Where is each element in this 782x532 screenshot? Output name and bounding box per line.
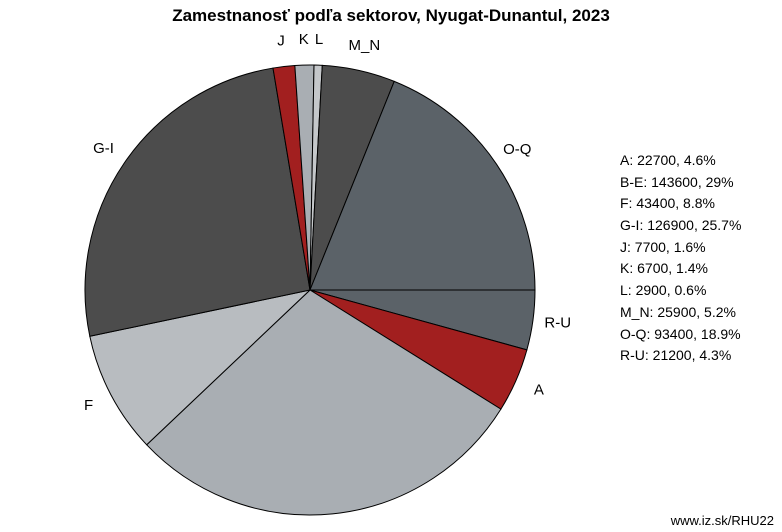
slice-label-G-I: G-I: [93, 140, 114, 157]
legend-row-M_N: M_N: 25900, 5.2%: [620, 302, 741, 324]
legend-row-J: J: 7700, 1.6%: [620, 237, 741, 259]
slice-label-F: F: [84, 397, 93, 414]
slice-label-M_N: M_N: [349, 37, 381, 54]
legend: A: 22700, 4.6%B-E: 143600, 29%F: 43400, …: [620, 150, 741, 367]
legend-row-B-E: B-E: 143600, 29%: [620, 172, 741, 194]
pie-chart: R-UAB-EFG-IJKLM_NO-Q: [0, 20, 620, 532]
source-footer: www.iz.sk/RHU22: [671, 513, 774, 528]
slice-label-A: A: [534, 381, 544, 398]
legend-row-L: L: 2900, 0.6%: [620, 280, 741, 302]
legend-row-F: F: 43400, 8.8%: [620, 193, 741, 215]
legend-row-R-U: R-U: 21200, 4.3%: [620, 345, 741, 367]
slice-label-J: J: [277, 33, 285, 50]
slice-label-O-Q: O-Q: [503, 141, 531, 158]
legend-row-K: K: 6700, 1.4%: [620, 258, 741, 280]
slice-G-I: [85, 68, 310, 336]
slice-label-L: L: [315, 31, 323, 48]
legend-row-O-Q: O-Q: 93400, 18.9%: [620, 324, 741, 346]
legend-row-G-I: G-I: 126900, 25.7%: [620, 215, 741, 237]
slice-label-K: K: [299, 31, 309, 48]
legend-row-A: A: 22700, 4.6%: [620, 150, 741, 172]
slice-label-R-U: R-U: [544, 315, 571, 332]
